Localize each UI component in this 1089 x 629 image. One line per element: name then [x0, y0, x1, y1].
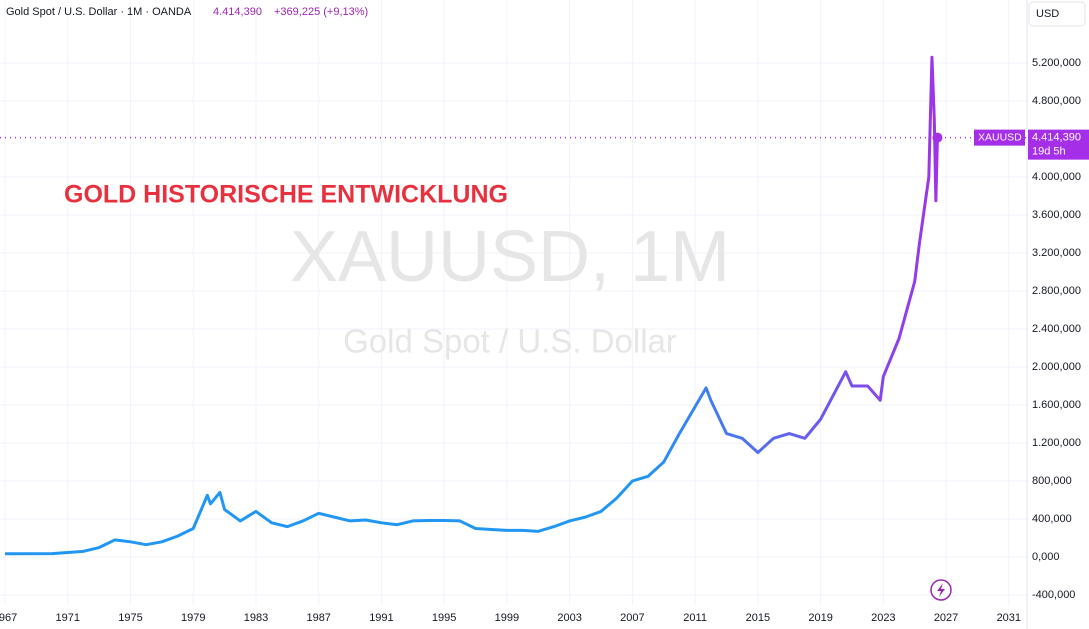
- x-tick-label: 2015: [746, 612, 770, 624]
- price-label-box: [1028, 129, 1089, 160]
- price-label: 4.414,390: [1032, 132, 1081, 144]
- y-tick-label: 5.200,000: [1032, 57, 1081, 69]
- currency[interactable]: USD: [1036, 8, 1059, 20]
- y-tick-label: 2.400,000: [1032, 323, 1081, 335]
- x-tick-label: 1967: [0, 612, 17, 624]
- x-tick-label: 1995: [432, 612, 456, 624]
- x-tick-label: 1971: [56, 612, 80, 624]
- symbol-label: XAUUSD: [978, 131, 1022, 143]
- x-tick-label: 2011: [683, 612, 707, 624]
- x-tick-label: 2019: [808, 612, 832, 624]
- countdown-label: 19d 5h: [1032, 146, 1066, 158]
- y-tick-label: 2.000,000: [1032, 361, 1081, 373]
- x-tick-label: 2023: [871, 612, 895, 624]
- header-change: +369,225 (+9,13%): [274, 6, 368, 18]
- last-price-dot: [932, 132, 943, 143]
- y-tick-label: 4.000,000: [1032, 171, 1081, 183]
- y-tick-label: 1.600,000: [1032, 399, 1081, 411]
- y-tick-label: 2.800,000: [1032, 285, 1081, 297]
- watermark-subtitle: Gold Spot / U.S. Dollar: [343, 323, 677, 360]
- x-tick-label: 2003: [557, 612, 581, 624]
- y-tick-label: 0,000: [1032, 551, 1060, 563]
- x-tick-label: 1983: [244, 612, 268, 624]
- header-price: 4.414,390: [213, 6, 262, 18]
- x-tick-label: 1999: [495, 612, 519, 624]
- x-tick-label: 1991: [369, 612, 393, 624]
- x-tick-label: 2027: [934, 612, 958, 624]
- y-tick-label: 3.200,000: [1032, 247, 1081, 259]
- y-tick-label: 400,000: [1032, 513, 1072, 525]
- x-tick-label: 1979: [181, 612, 205, 624]
- annotation: GOLD HISTORISCHE ENTWICKLUNG: [64, 181, 508, 209]
- y-tick-label: 4.800,000: [1032, 95, 1081, 107]
- price-line: [5, 55, 939, 556]
- x-tick-label: 1975: [118, 612, 142, 624]
- header-symbol: Gold Spot / U.S. Dollar · 1M · OANDA: [6, 6, 192, 18]
- x-tick-label: 2007: [620, 612, 644, 624]
- y-tick-label: 800,000: [1032, 475, 1072, 487]
- y-tick-label: 3.600,000: [1032, 209, 1081, 221]
- watermark-title: XAUUSD, 1M: [290, 217, 730, 297]
- y-tick-label: 1.200,000: [1032, 437, 1081, 449]
- x-tick-label: 1987: [306, 612, 330, 624]
- x-tick-label: 2031: [997, 612, 1021, 624]
- replay-icon[interactable]: [930, 579, 952, 601]
- y-tick-label: -400,000: [1032, 589, 1075, 601]
- symbol-label-box: [974, 129, 1025, 146]
- currency-button[interactable]: [1028, 1, 1086, 27]
